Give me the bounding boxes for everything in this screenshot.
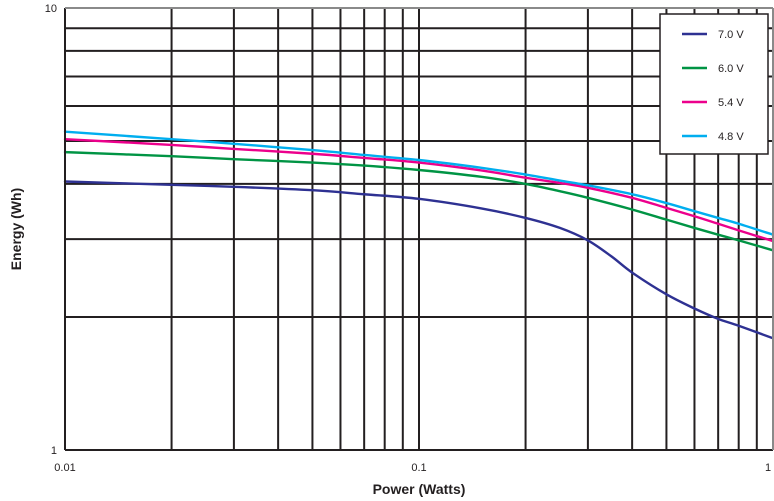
x-tick-label: 0.01	[54, 462, 75, 474]
x-axis-label: Power (Watts)	[373, 481, 466, 497]
grid-lines	[64, 7, 774, 451]
legend: 7.0 V 6.0 V 5.4 V 4.8 V	[659, 13, 769, 155]
legend-box	[659, 13, 769, 155]
legend-label: 7.0 V	[718, 29, 744, 41]
legend-label: 5.4 V	[718, 97, 744, 109]
axes	[64, 7, 774, 451]
series-line-4	[63, 130, 774, 236]
y-axis-label: Energy (Wh)	[8, 188, 24, 270]
x-tick-label: 1	[765, 462, 771, 474]
legend-label: 6.0 V	[718, 63, 744, 75]
series-line-3	[63, 137, 774, 243]
series-lines	[63, 130, 774, 340]
legend-label: 4.8 V	[718, 131, 744, 143]
series-line-1	[63, 180, 774, 340]
y-tick-label: 1	[51, 445, 57, 457]
series-line-2	[63, 150, 774, 252]
tick-labels: 0.01 0.1 1 1 10	[45, 3, 771, 474]
y-tick-label: 10	[45, 3, 57, 15]
x-tick-label: 0.1	[411, 462, 426, 474]
